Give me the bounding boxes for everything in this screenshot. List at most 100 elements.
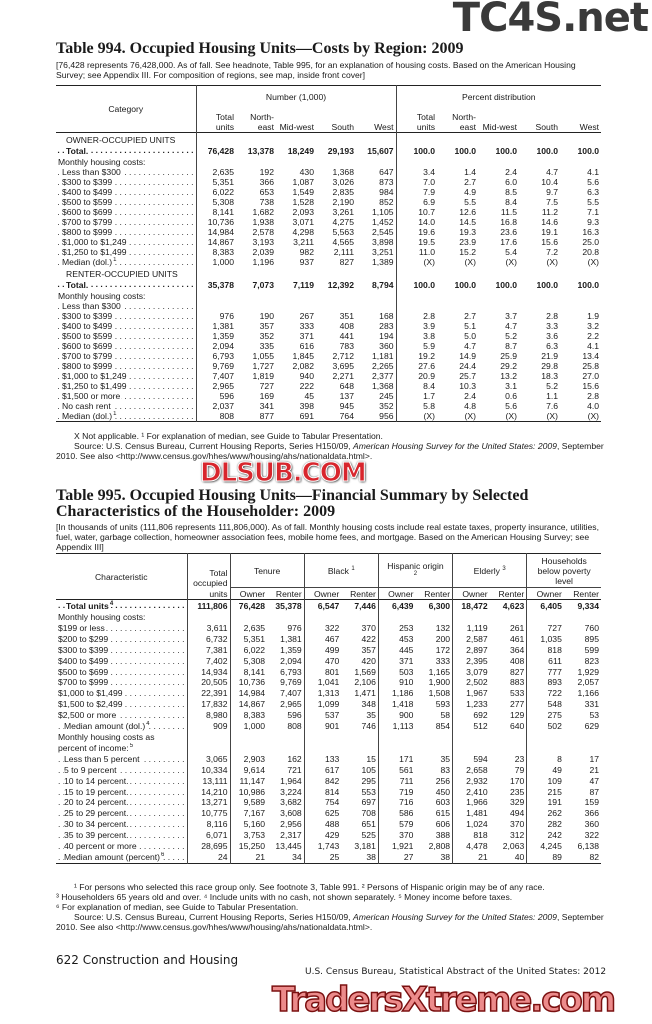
row-label: $700 to $999 <box>56 677 188 689</box>
cell-value: 470 <box>324 655 340 666</box>
cell-value <box>415 742 454 754</box>
cell-value <box>560 157 601 167</box>
cell-value: 100.0 <box>577 145 600 156</box>
cell-value: 7.5 <box>546 196 559 207</box>
row-label: Monthly housing costs: <box>56 156 197 167</box>
cell-value <box>316 267 356 279</box>
cell-value: 1,196 <box>252 256 274 267</box>
cell-value: 7.6 <box>546 400 559 411</box>
cell-value: 2,635 <box>212 166 234 177</box>
footnote-ref: 6 <box>161 852 165 859</box>
cell-value <box>453 612 490 623</box>
row-label-text: $500 to $599 <box>62 330 114 341</box>
cell-value: 9,589 <box>243 797 266 808</box>
footnote-6: ⁶ For explanation of median, see Guide t… <box>56 902 299 912</box>
cell-value: 7,446 <box>341 599 379 612</box>
column-header: South <box>535 121 559 132</box>
cell-value: 3,608 <box>267 808 305 820</box>
cell-value <box>378 732 415 743</box>
cell-value: 900 <box>399 710 414 721</box>
cell-value: 172 <box>415 644 454 656</box>
cell-value: 35 <box>341 710 379 722</box>
cell-value: 58 <box>415 710 454 722</box>
cell-value <box>356 290 397 301</box>
row-label: Median amount (dol.)4 <box>56 721 188 732</box>
row-label: $600 to $699 <box>56 206 197 217</box>
cell-value <box>560 267 601 279</box>
cell-value: 10,736 <box>238 677 266 688</box>
row-label-text: Monthly housing costs as <box>58 731 156 742</box>
cell-value: 1,099 <box>317 699 340 710</box>
cell-value: 29,193 <box>327 145 354 156</box>
source-title: American Housing Survey for the United S… <box>352 912 557 922</box>
cell-value: 15,607 <box>356 144 397 157</box>
cell-value: 1.4 <box>464 166 477 177</box>
row-label: $1,250 to $1,499 <box>56 380 197 391</box>
cell-value: 16.8 <box>500 216 518 227</box>
cell-value: 2,037 <box>212 400 234 411</box>
cell-value: 360 <box>584 819 599 830</box>
cell-value: 3,753 <box>243 830 266 841</box>
table-row: Total units4111,80676,42835,3786,5477,44… <box>56 599 601 612</box>
header-group-label: Households below poverty level <box>537 555 591 586</box>
row-label-text: $300 to $399 <box>58 644 110 655</box>
cell-value: 2,808 <box>415 841 454 852</box>
cell-value <box>316 132 356 145</box>
cell-value: 25.7 <box>459 370 477 381</box>
cell-value <box>478 301 519 311</box>
cell-value <box>378 612 415 623</box>
cell-value: 2,545 <box>356 226 397 237</box>
cell-value: 3.6 <box>546 330 559 341</box>
cell-value: 10,334 <box>187 764 231 776</box>
cell-value: 1,528 <box>292 196 314 207</box>
cell-value: 441 <box>339 330 354 341</box>
cell-value: 10.7 <box>418 206 436 217</box>
cell-value: 494 <box>489 808 528 820</box>
cell-value <box>236 132 276 145</box>
cell-value: 8.7 <box>505 340 518 351</box>
cell-value: 1,368 <box>332 166 354 177</box>
row-label-text: $300 to $399 <box>62 310 114 321</box>
cell-value: 357 <box>259 320 274 331</box>
cell-value: 13.4 <box>582 350 600 361</box>
cell-value: 548 <box>547 699 562 710</box>
cell-value: 100.0 <box>413 279 436 290</box>
header-renter: Renter <box>563 587 601 600</box>
cell-value: 341 <box>259 400 274 411</box>
cell-value: 19.2 <box>418 350 436 361</box>
cell-value: 873 <box>356 176 397 187</box>
cell-value: 3.1 <box>505 380 518 391</box>
cell-value: 38 <box>341 851 379 864</box>
cell-value: 22,391 <box>187 688 231 700</box>
cell-value: 191 <box>547 797 562 808</box>
cell-value <box>267 731 305 743</box>
row-label-text: Monthly housing costs: <box>58 290 147 301</box>
cell-value <box>437 291 478 301</box>
cell-value: 2.8 <box>587 390 600 401</box>
cell-value: 5,563 <box>332 226 354 237</box>
cell-value: 976 <box>267 622 305 634</box>
row-label: $300 to $399 <box>56 310 197 321</box>
cell-value: 7,407 <box>267 688 305 700</box>
cell-value: 1.1 <box>546 390 559 401</box>
table-row: RENTER-OCCUPIED UNITS <box>56 266 601 279</box>
row-label-text: $800 to $999 <box>62 226 114 237</box>
row-label-text: $1,000 to $1,499 <box>58 688 124 699</box>
cell-value: 6,732 <box>187 633 231 645</box>
cell-value <box>437 132 478 145</box>
footnote-3-4-5: ³ Householders 65 years old and over. ⁴ … <box>56 892 513 902</box>
cell-value <box>396 301 437 311</box>
cell-value: 2,395 <box>466 655 488 666</box>
cell-value <box>478 132 519 145</box>
row-label-text: 15 to 19 percent. <box>64 786 130 797</box>
watermark-logo-tradersxtreme: TradersXtreme.com <box>271 980 617 1020</box>
row-label-text: 35 to 39 percent. <box>64 830 130 841</box>
cell-value: 283 <box>356 320 397 331</box>
cell-value: 512 <box>473 721 488 732</box>
cell-value <box>267 612 305 623</box>
cell-value: 4,623 <box>489 599 528 612</box>
